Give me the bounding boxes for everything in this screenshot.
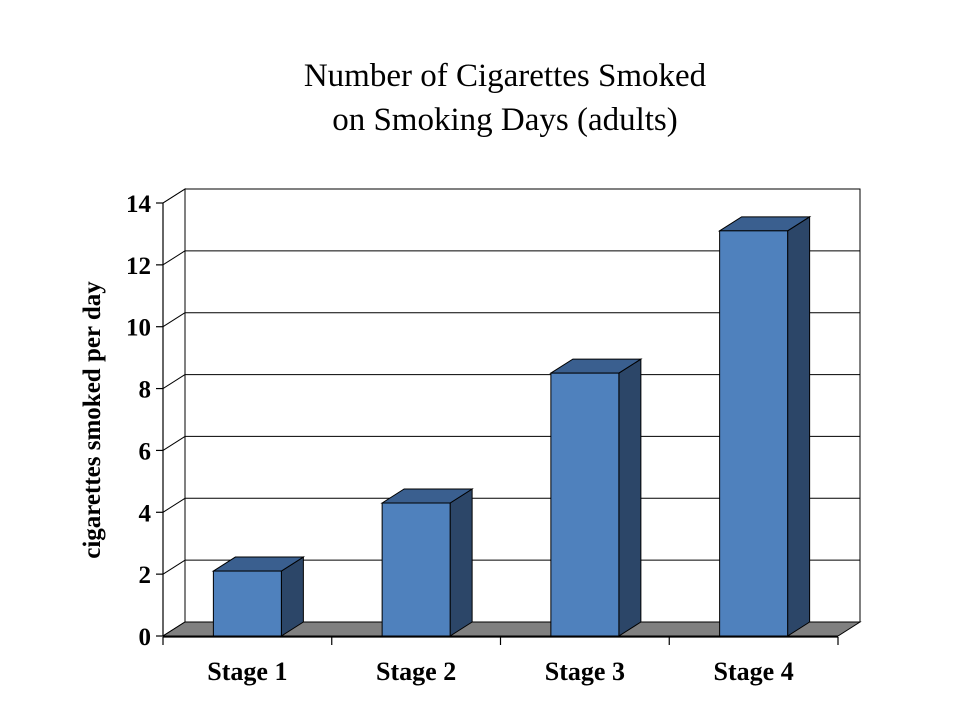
bar-front: [212, 570, 282, 637]
y-tick-labels: 0 2 4 6 8 10 12 14: [126, 191, 163, 651]
gridline-side: [162, 188, 186, 204]
y-tick-label: 12: [126, 253, 151, 280]
category-label: Stage 4: [714, 657, 794, 686]
axes: [162, 203, 839, 645]
gridline-side: [162, 436, 186, 451]
y-tick-label: 4: [139, 500, 152, 527]
gridline-side: [162, 497, 186, 513]
category-label: Stage 2: [376, 657, 456, 686]
bar-side: [787, 215, 811, 637]
y-axis-title: cigarettes smoked per day: [79, 281, 106, 559]
gridline-side: [162, 312, 186, 328]
chart-title-line-1: Number of Cigarettes Smoked: [303, 58, 707, 94]
y-tick-label: 14: [126, 191, 152, 218]
chart-title-line-2: on Smoking Days (adults): [332, 102, 678, 138]
bar-front: [550, 372, 620, 637]
category-label: Stage 1: [207, 657, 287, 686]
y-tick-label: 2: [139, 562, 152, 589]
chart-title: Number of Cigarettes Smoked on Smoking D…: [140, 54, 870, 142]
gridline-side: [162, 374, 186, 389]
gridline-side: [162, 250, 186, 266]
bar-side: [449, 488, 473, 637]
bar: [211, 556, 306, 637]
bar: [717, 215, 812, 637]
y-tick-label: 0: [139, 624, 152, 651]
bar-front: [719, 230, 789, 637]
y-tick-label: 10: [126, 315, 151, 342]
bar: [380, 488, 474, 637]
gridline-side: [162, 559, 186, 575]
y-tick-label: 8: [139, 377, 152, 404]
bar-front: [381, 502, 451, 637]
bar-side: [618, 358, 642, 637]
category-label: Stage 3: [545, 657, 625, 686]
category-labels: Stage 1 Stage 2 Stage 3 Stage 4: [207, 657, 793, 686]
side-wall: [162, 188, 186, 637]
bars: [211, 215, 812, 637]
y-tick-label: 6: [139, 438, 152, 465]
bar: [549, 358, 643, 637]
